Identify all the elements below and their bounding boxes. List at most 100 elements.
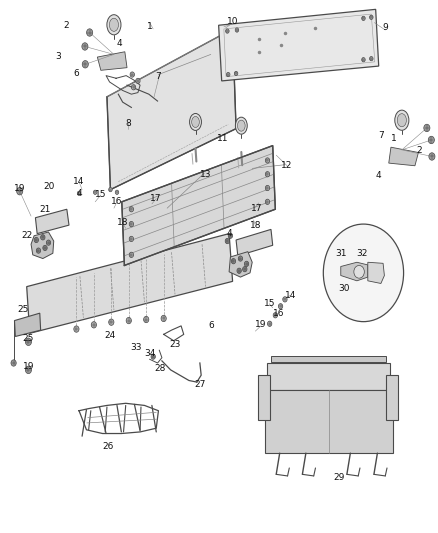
Circle shape (77, 191, 81, 196)
Text: 19: 19 (14, 183, 25, 192)
Text: 25: 25 (23, 334, 34, 343)
Circle shape (228, 233, 232, 238)
Text: 4: 4 (375, 171, 381, 180)
Circle shape (423, 124, 429, 132)
Text: 25: 25 (18, 305, 29, 314)
Text: 15: 15 (263, 299, 274, 308)
Circle shape (427, 136, 433, 144)
Circle shape (130, 72, 134, 77)
Circle shape (267, 321, 271, 326)
Circle shape (115, 190, 118, 195)
Text: 8: 8 (125, 119, 131, 128)
Text: 20: 20 (44, 182, 55, 191)
Circle shape (135, 78, 140, 84)
Circle shape (25, 366, 32, 374)
Text: 17: 17 (149, 194, 161, 203)
Circle shape (74, 326, 79, 332)
Text: 31: 31 (334, 249, 346, 259)
Ellipse shape (235, 117, 247, 134)
Text: 19: 19 (23, 362, 34, 370)
Circle shape (129, 236, 133, 241)
Text: 28: 28 (154, 364, 165, 373)
Polygon shape (340, 262, 367, 281)
Text: 27: 27 (194, 379, 205, 389)
Text: 34: 34 (144, 349, 155, 358)
Polygon shape (218, 10, 378, 81)
Text: 30: 30 (338, 284, 349, 293)
Polygon shape (270, 356, 385, 362)
Text: 22: 22 (21, 231, 32, 240)
Circle shape (109, 319, 114, 325)
Polygon shape (121, 146, 275, 265)
Circle shape (369, 56, 372, 61)
Text: 17: 17 (250, 204, 262, 213)
Text: 6: 6 (208, 321, 213, 330)
Text: 21: 21 (39, 205, 50, 214)
Circle shape (129, 207, 133, 212)
Text: 16: 16 (111, 197, 123, 206)
Circle shape (369, 15, 372, 19)
Circle shape (86, 29, 92, 36)
Polygon shape (31, 232, 53, 259)
Text: 16: 16 (272, 309, 283, 318)
Polygon shape (27, 233, 232, 333)
Text: 26: 26 (102, 442, 114, 451)
Circle shape (265, 158, 269, 163)
Text: 32: 32 (355, 249, 367, 259)
Circle shape (81, 43, 88, 50)
Text: 1: 1 (146, 22, 152, 31)
Text: 10: 10 (226, 17, 238, 26)
Text: 4: 4 (226, 229, 231, 238)
Circle shape (278, 304, 282, 309)
Polygon shape (265, 390, 392, 453)
Ellipse shape (109, 18, 118, 31)
Polygon shape (367, 262, 384, 284)
Ellipse shape (189, 114, 201, 131)
Polygon shape (229, 252, 252, 277)
Text: 2: 2 (63, 21, 69, 30)
Text: 1: 1 (390, 134, 396, 143)
Circle shape (353, 265, 364, 278)
Text: 2: 2 (416, 147, 421, 156)
Circle shape (272, 313, 277, 318)
Text: 7: 7 (377, 131, 383, 140)
Polygon shape (97, 52, 127, 70)
Circle shape (161, 316, 166, 321)
Polygon shape (388, 147, 417, 166)
Text: 14: 14 (73, 177, 85, 186)
Text: 13: 13 (199, 169, 211, 179)
Circle shape (11, 360, 16, 366)
Circle shape (109, 188, 112, 192)
Polygon shape (267, 363, 390, 390)
Text: 9: 9 (381, 23, 387, 33)
Text: 6: 6 (74, 69, 79, 78)
Circle shape (361, 58, 364, 62)
Circle shape (34, 237, 39, 243)
Circle shape (129, 221, 133, 227)
Circle shape (237, 268, 241, 273)
Circle shape (265, 185, 269, 191)
Text: 18: 18 (249, 221, 261, 230)
Circle shape (17, 188, 23, 195)
Circle shape (282, 297, 286, 302)
Circle shape (242, 266, 247, 272)
Ellipse shape (191, 116, 199, 127)
Circle shape (41, 235, 45, 240)
Circle shape (36, 248, 41, 253)
Circle shape (225, 29, 229, 33)
Text: 23: 23 (169, 341, 180, 350)
Polygon shape (14, 313, 41, 336)
Circle shape (93, 190, 97, 195)
Polygon shape (107, 29, 236, 190)
Circle shape (151, 354, 155, 359)
Text: 7: 7 (155, 72, 161, 81)
Ellipse shape (237, 120, 244, 131)
Text: 11: 11 (216, 134, 228, 143)
Circle shape (46, 240, 50, 245)
Polygon shape (35, 209, 69, 233)
Circle shape (265, 199, 269, 205)
Circle shape (43, 245, 47, 251)
Ellipse shape (394, 110, 408, 130)
Circle shape (126, 317, 131, 324)
Polygon shape (385, 375, 397, 420)
